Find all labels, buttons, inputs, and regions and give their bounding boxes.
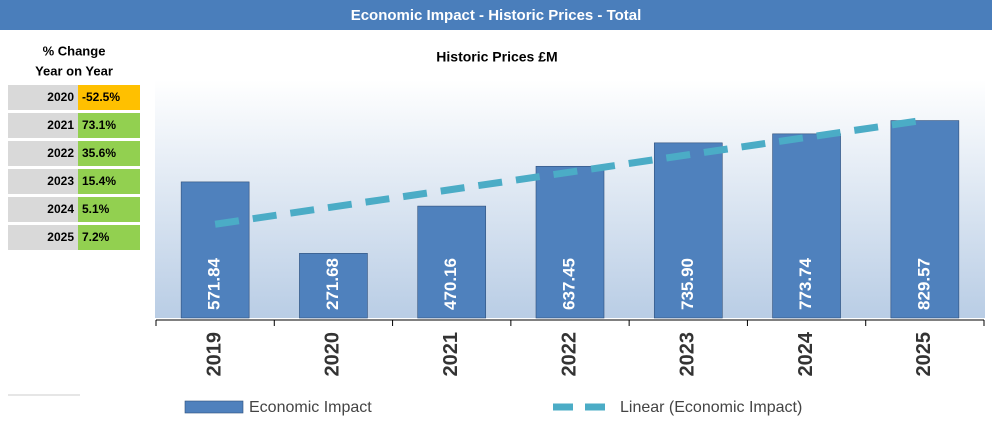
year-cell — [8, 141, 78, 166]
year-label: 2021 — [47, 118, 74, 132]
legend-swatch — [184, 400, 244, 414]
data-label: 829.57 — [914, 258, 933, 310]
change-label: 7.2% — [82, 230, 110, 244]
legend-label: Linear (Economic Impact) — [620, 399, 802, 416]
bar — [417, 205, 487, 319]
trendline — [214, 116, 926, 228]
change-cell — [78, 169, 140, 194]
change-label: 73.1% — [82, 118, 116, 132]
table-title: % Change — [43, 43, 106, 58]
change-cell — [78, 197, 140, 222]
data-label: 571.84 — [205, 257, 224, 310]
chart: 571.84 2019 271.68 2020 470.16 2021 637.45 2022… — [155, 116, 985, 416]
change-label: 15.4% — [82, 174, 116, 188]
x-tick-label: 2019 — [203, 332, 225, 377]
header-bar — [0, 0, 992, 30]
table-title: Year on Year — [35, 63, 113, 78]
year-label: 2025 — [47, 230, 74, 244]
bar — [180, 181, 250, 319]
change-cell — [78, 141, 140, 166]
year-cell — [8, 85, 78, 110]
x-tick-label: 2025 — [913, 332, 935, 377]
year-cell — [8, 197, 78, 222]
data-label: 470.16 — [441, 258, 460, 310]
year-label: 2022 — [47, 146, 74, 160]
change-table: 2020 -52.5% 2021 73.1% 2022 35.6% 2023 15.4% 202… — [8, 85, 140, 250]
x-tick-label: 2023 — [677, 332, 699, 377]
data-label: 637.45 — [559, 258, 578, 310]
x-tick-label: 2022 — [558, 332, 580, 377]
legend-label: Economic Impact — [249, 399, 372, 416]
change-cell — [78, 85, 140, 110]
bar — [772, 133, 841, 319]
bar — [890, 120, 960, 319]
change-label: -52.5% — [82, 90, 120, 104]
year-label: 2024 — [47, 202, 74, 216]
data-label: 773.74 — [796, 257, 815, 310]
x-tick-label: 2020 — [322, 332, 344, 377]
change-label: 5.1% — [82, 202, 110, 216]
change-label: 35.6% — [82, 146, 116, 160]
year-cell — [8, 113, 78, 138]
x-tick-label: 2021 — [440, 332, 462, 377]
chart-title: Historic Prices £M — [436, 49, 557, 65]
year-label: 2023 — [47, 174, 74, 188]
year-cell — [8, 169, 78, 194]
change-cell — [78, 225, 140, 250]
data-label: 271.68 — [323, 258, 342, 310]
x-tick-label: 2024 — [795, 331, 817, 376]
year-cell — [8, 225, 78, 250]
bar — [535, 165, 605, 319]
header-title: Economic Impact - Historic Prices - Tota… — [351, 7, 642, 24]
year-label: 2020 — [47, 90, 74, 104]
bar — [299, 253, 368, 319]
change-cell — [78, 113, 140, 138]
data-label: 735.90 — [678, 258, 697, 310]
bar — [653, 142, 723, 319]
